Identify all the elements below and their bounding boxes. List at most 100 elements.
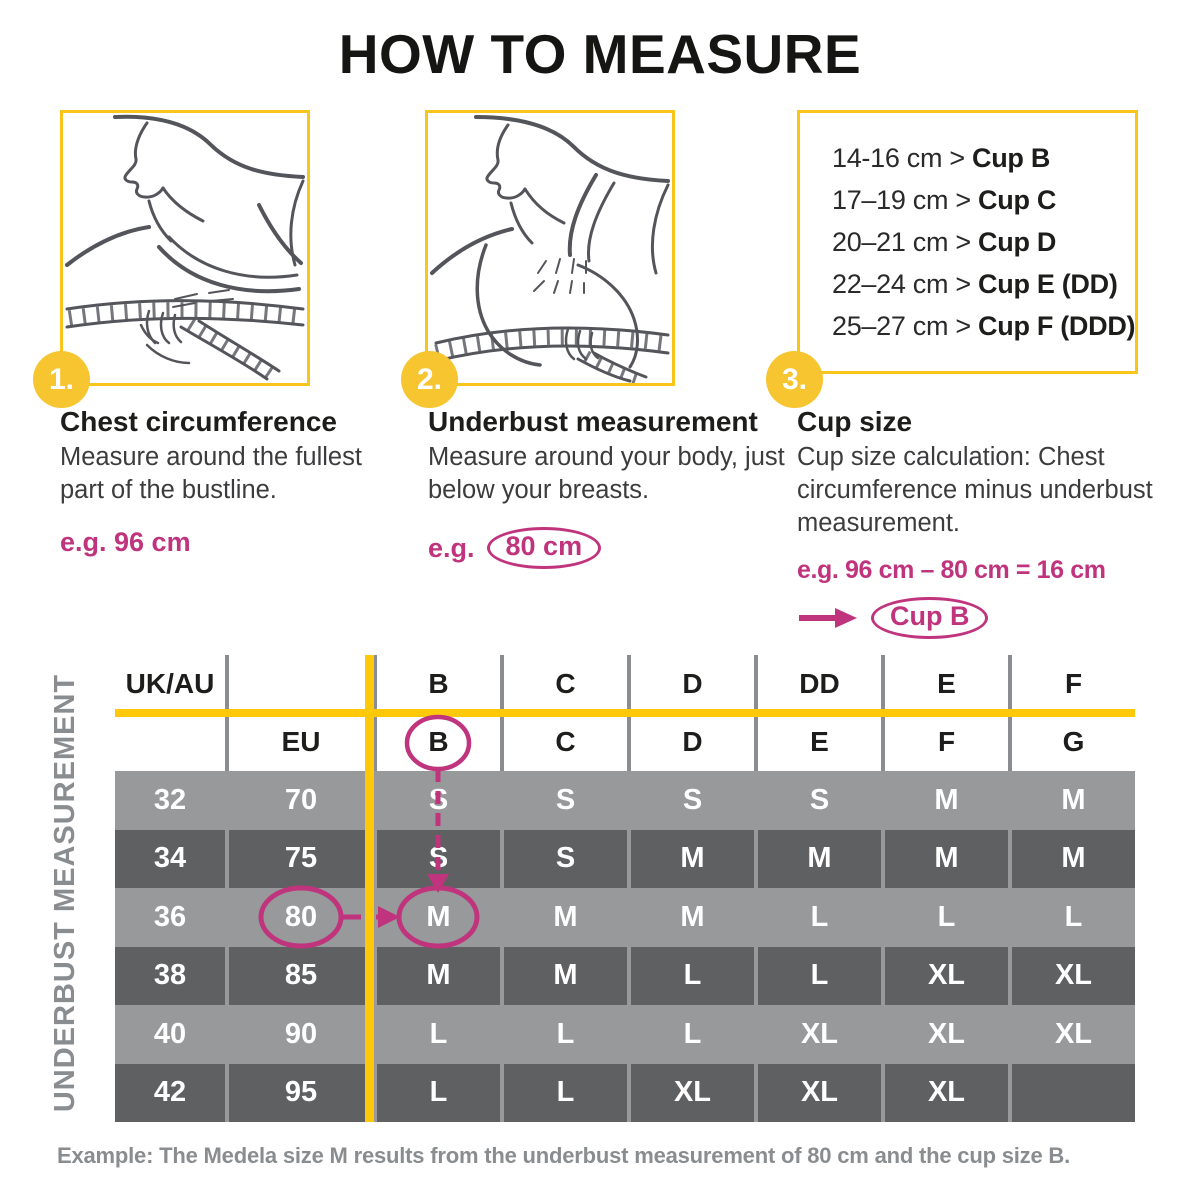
- cup-chart-cup: Cup D: [978, 227, 1057, 257]
- size-cell: S: [756, 771, 885, 830]
- size-cell: M: [375, 946, 504, 1005]
- size-cell: XL: [883, 946, 1012, 1005]
- step-1-heading: Chest circumference: [60, 406, 338, 437]
- underbust-measurement-axis-label: UNDERBUST MEASUREMENT: [49, 673, 81, 1113]
- step-2-heading: Underbust measurement: [428, 406, 758, 437]
- size-cell: L: [756, 888, 885, 947]
- ukau-cell: 38: [115, 946, 229, 1005]
- size-cell: M: [756, 829, 885, 888]
- size-cell: XL: [1010, 946, 1135, 1005]
- header-cell: F: [883, 713, 1012, 771]
- step-3-badge: 3.: [766, 351, 823, 408]
- size-cell: M: [883, 771, 1012, 830]
- eu-cell: 85: [227, 946, 377, 1005]
- size-cell: S: [629, 771, 758, 830]
- table-row: 34 75 S S M M M M: [115, 829, 1135, 888]
- size-cell: L: [502, 1063, 631, 1122]
- size-cell: S: [502, 829, 631, 888]
- cup-chart-cup: Cup C: [978, 185, 1057, 215]
- size-cell: L: [1010, 888, 1135, 947]
- chest-measurement-illustration: [65, 114, 305, 381]
- eu-cell: 90: [227, 1005, 377, 1064]
- header-cell: C: [502, 713, 631, 771]
- cup-chart-row: 22–24 cm > Cup E (DD): [832, 269, 1135, 300]
- size-cell: XL: [883, 1063, 1012, 1122]
- cup-chart-row: 25–27 cm > Cup F (DDD): [832, 311, 1136, 342]
- page-title: HOW TO MEASURE: [338, 23, 862, 85]
- size-cell: S: [502, 771, 631, 830]
- step-1-badge: 1.: [33, 351, 90, 408]
- yellow-vertical-divider: [365, 655, 374, 1122]
- cup-chart-range: 14-16 cm >: [832, 143, 973, 173]
- cup-chart-cup: Cup E (DD): [978, 269, 1118, 299]
- right-arrow-icon: [799, 608, 857, 629]
- header-cell: E: [756, 713, 885, 771]
- eu-cell: 70: [227, 771, 377, 830]
- table-row: 36 80 M M M L L L: [115, 888, 1135, 947]
- yellow-horizontal-divider: [115, 709, 1135, 717]
- size-cell: L: [883, 888, 1012, 947]
- cup-chart-row: 20–21 cm > Cup D: [832, 227, 1135, 258]
- size-cell: M: [502, 946, 631, 1005]
- cup-chart-row: 14-16 cm > Cup B: [832, 143, 1135, 174]
- illustration-box-underbust: [425, 110, 675, 386]
- size-cell: L: [502, 1005, 631, 1064]
- step-3-body: Cup size calculation: Chest circumferenc…: [797, 443, 1153, 538]
- eu-cell: 95: [227, 1063, 377, 1122]
- illustration-box-chest: [60, 110, 310, 386]
- size-cell: XL: [756, 1063, 885, 1122]
- header-cell: UK/AU: [115, 655, 229, 713]
- size-cell: M: [629, 888, 758, 947]
- eu-cell: 75: [227, 829, 377, 888]
- step-3-heading: Cup size: [797, 406, 913, 437]
- size-cell: XL: [756, 1005, 885, 1064]
- size-cell: S: [375, 829, 504, 888]
- size-cell: L: [629, 1005, 758, 1064]
- header-cell: G: [1010, 713, 1135, 771]
- step-2-example-circled-value: 80 cm: [486, 527, 602, 570]
- step-3-text: Cup size Cup size calculation: Chest cir…: [797, 406, 1179, 640]
- table-row: 42 95 L L XL XL XL: [115, 1063, 1135, 1122]
- table-row: 38 85 M M L L XL XL: [115, 946, 1135, 1005]
- header-cell: D: [629, 713, 758, 771]
- cup-chart-row: 17–19 cm > Cup C: [832, 185, 1135, 216]
- size-cell: S: [375, 771, 504, 830]
- ukau-cell: 40: [115, 1005, 229, 1064]
- cup-chart-range: 17–19 cm >: [832, 185, 979, 215]
- size-cell: M: [883, 829, 1012, 888]
- cup-chart-cup: Cup F (DDD): [978, 311, 1136, 341]
- ukau-cell: 32: [115, 771, 229, 830]
- ukau-cell: 42: [115, 1063, 229, 1122]
- header-cell: E: [883, 655, 1012, 713]
- step-2-body: Measure around your body, just below you…: [428, 443, 785, 505]
- eu-cell: 80: [227, 888, 377, 947]
- step-3-result-circled-value: Cup B: [871, 597, 989, 640]
- size-cell: M: [629, 829, 758, 888]
- size-cell: M: [502, 888, 631, 947]
- table-row: 32 70 S S S S M M: [115, 771, 1135, 830]
- size-cell: XL: [1010, 1005, 1135, 1064]
- cup-chart-cup: Cup B: [972, 143, 1051, 173]
- size-cell: M: [1010, 771, 1135, 830]
- step-3-example-formula: e.g. 96 cm – 80 cm = 16 cm: [797, 556, 1106, 585]
- size-cell: XL: [883, 1005, 1012, 1064]
- step-1-text: Chest circumference Measure around the f…: [60, 406, 412, 558]
- step-2-text: Underbust measurement Measure around you…: [428, 406, 794, 570]
- footer-example: Example: The Medela size M results from …: [57, 1143, 1071, 1168]
- size-cell: M: [1010, 829, 1135, 888]
- header-cell: DD: [756, 655, 885, 713]
- table-row: 40 90 L L L XL XL XL: [115, 1005, 1135, 1064]
- step-2-example-prefix: e.g.: [428, 532, 475, 563]
- cup-chart-range: 25–27 cm >: [832, 311, 979, 341]
- size-table: UK/AU B C D DD E F EU B C D E F G 32 70 S S S S M M 34 75 S S M M M M…: [115, 655, 1135, 1122]
- header-cell: B: [375, 713, 504, 771]
- step-3-result: Cup B: [797, 597, 1179, 640]
- size-cell: XL: [629, 1063, 758, 1122]
- step-2-badge: 2.: [401, 351, 458, 408]
- step-2-example: e.g. 80 cm: [428, 527, 794, 570]
- size-table-grid: UK/AU B C D DD E F EU B C D E F G 32 70 S S S S M M 34 75 S S M M M M…: [115, 655, 1135, 1122]
- ukau-cell: 34: [115, 829, 229, 888]
- size-cell: L: [375, 1063, 504, 1122]
- size-cell: M: [375, 888, 504, 947]
- cup-size-chart-box: 14-16 cm > Cup B 17–19 cm > Cup C 20–21 cm…: [797, 110, 1138, 374]
